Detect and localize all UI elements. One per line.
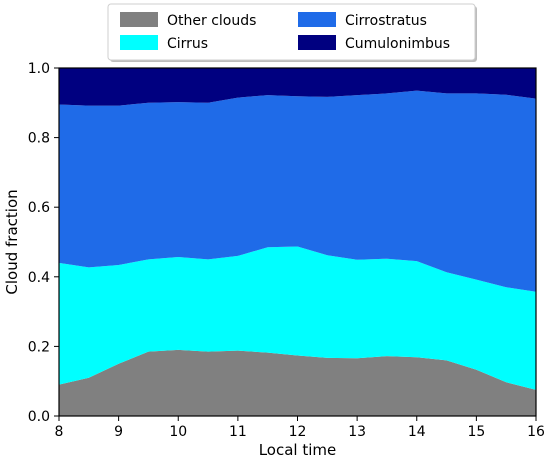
x-tick-label: 9 [114, 424, 123, 440]
x-tick-label: 11 [229, 424, 247, 440]
legend-swatch [298, 35, 336, 50]
legend-label: Cirrostratus [345, 13, 427, 29]
y-tick-label: 1.0 [28, 61, 50, 77]
x-tick-label: 10 [169, 424, 187, 440]
x-tick-label: 16 [527, 424, 545, 440]
legend: Other clouds Cirrostratus Cirrus Cumulonimb… [107, 3, 477, 62]
y-tick-label: 0.0 [28, 409, 50, 425]
legend-swatch [298, 12, 336, 27]
x-axis: 8 9 10 11 12 13 14 15 16 [55, 416, 545, 440]
area-cirrostratus [59, 90, 536, 292]
y-tick-label: 0.4 [28, 270, 50, 286]
legend-label: Other clouds [167, 13, 256, 29]
y-tick-label: 0.6 [28, 200, 50, 216]
area-cumulonimbus [59, 68, 536, 106]
legend-swatch [120, 12, 158, 27]
legend-label: Cumulonimbus [345, 36, 450, 52]
y-tick-label: 0.2 [28, 339, 50, 355]
x-tick-label: 8 [55, 424, 64, 440]
x-tick-label: 14 [408, 424, 426, 440]
legend-swatch [120, 35, 158, 50]
legend-box [107, 3, 476, 61]
y-axis: 0.0 0.2 0.4 0.6 0.8 1.0 [28, 61, 59, 425]
x-tick-label: 13 [348, 424, 366, 440]
area-layers [59, 68, 536, 416]
area-other-clouds [59, 349, 536, 416]
x-tick-label: 12 [289, 424, 307, 440]
x-axis-label: Local time [259, 441, 337, 459]
area-cirrus [59, 246, 536, 390]
y-tick-label: 0.8 [28, 131, 50, 147]
legend-label: Cirrus [167, 36, 208, 52]
y-axis-label: Cloud fraction [3, 189, 21, 294]
x-tick-label: 15 [467, 424, 485, 440]
